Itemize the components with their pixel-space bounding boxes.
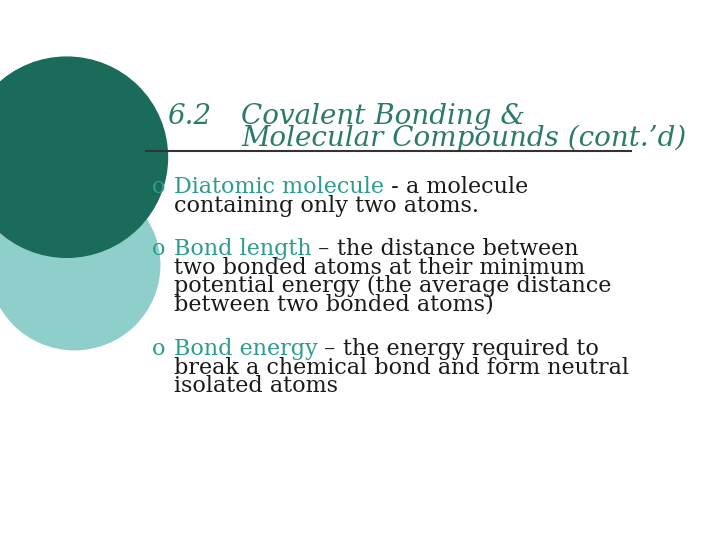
Text: Molecular Compounds (cont.’d): Molecular Compounds (cont.’d) [241,125,686,152]
Text: Bond energy: Bond energy [174,338,318,360]
Text: between two bonded atoms): between two bonded atoms) [174,294,493,315]
Text: o: o [151,238,165,260]
Circle shape [0,57,168,257]
Text: isolated atoms: isolated atoms [174,375,338,397]
Text: –: – [311,238,337,260]
Text: Bond length: Bond length [174,238,311,260]
Text: o: o [151,338,165,360]
Text: potential energy (the average distance: potential energy (the average distance [174,275,611,297]
Circle shape [0,180,160,350]
Text: containing only two atoms.: containing only two atoms. [174,195,479,217]
Text: –: – [318,338,343,360]
Text: Diatomic molecule: Diatomic molecule [174,177,384,198]
Text: a molecule: a molecule [405,177,528,198]
Text: 6.2: 6.2 [168,103,212,130]
Text: o: o [151,177,165,198]
Text: two bonded atoms at their minimum: two bonded atoms at their minimum [174,256,585,279]
Text: the energy required to: the energy required to [343,338,599,360]
Text: break a chemical bond and form neutral: break a chemical bond and form neutral [174,356,629,379]
Text: Covalent Bonding &: Covalent Bonding & [241,103,526,130]
Text: the distance between: the distance between [337,238,578,260]
Text: -: - [384,177,405,198]
